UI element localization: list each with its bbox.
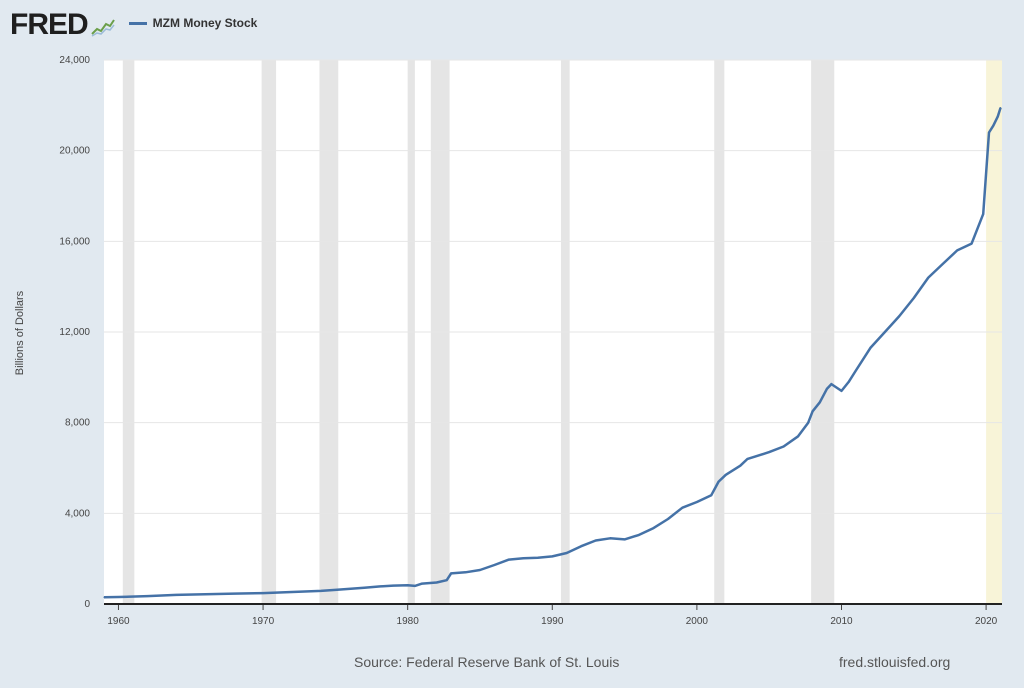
x-tick-label: 1970 <box>252 616 275 627</box>
data-point <box>855 369 857 372</box>
chart-header: FRED MZM Money Stock <box>10 8 257 42</box>
data-point <box>508 558 510 561</box>
legend-swatch <box>128 21 147 25</box>
x-tick-label: 2020 <box>975 616 998 627</box>
data-point <box>840 390 843 392</box>
data-point <box>681 507 684 509</box>
data-point <box>566 552 568 554</box>
data-point <box>898 315 900 317</box>
data-point <box>262 592 264 594</box>
data-point <box>783 445 785 448</box>
site-link[interactable]: fred.stlouisfed.org <box>839 654 951 670</box>
data-point <box>291 591 293 593</box>
data-point <box>117 596 120 598</box>
data-point <box>830 383 832 385</box>
data-point <box>807 422 809 424</box>
data-point <box>797 435 799 437</box>
y-tick-label: 16,000 <box>59 236 90 247</box>
data-point <box>435 581 438 584</box>
series-line-0[interactable] <box>103 107 1002 599</box>
data-point <box>746 458 749 460</box>
fred-logo[interactable]: FRED <box>10 8 89 41</box>
y-tick-label: 4,000 <box>65 508 90 519</box>
data-point <box>992 125 994 127</box>
data-point <box>103 596 105 598</box>
data-point <box>392 585 394 587</box>
data-point <box>378 585 380 588</box>
data-point <box>464 571 467 573</box>
fred-graph-icon <box>90 19 115 37</box>
data-point <box>363 587 365 589</box>
data-point <box>421 583 423 585</box>
data-point <box>652 527 655 529</box>
data-point <box>884 331 886 333</box>
data-point <box>717 481 720 483</box>
data-point <box>175 594 177 596</box>
data-point <box>233 592 235 595</box>
legend-label: MZM Money Stock <box>152 16 258 30</box>
legend[interactable]: MZM Money Stock <box>128 16 258 30</box>
data-point <box>146 595 148 597</box>
data-point <box>414 585 416 587</box>
data-point <box>595 539 597 542</box>
data-point <box>982 213 984 215</box>
data-point <box>997 116 999 118</box>
data-point <box>446 579 448 581</box>
x-tick-label: 1980 <box>397 616 420 627</box>
data-point <box>493 564 496 566</box>
data-point <box>927 277 929 279</box>
data-point <box>942 263 944 265</box>
source-note: Source: Federal Reserve Bank of St. Loui… <box>354 654 620 670</box>
y-tick-label: 20,000 <box>59 146 90 157</box>
data-point <box>450 572 452 575</box>
data-point <box>696 501 698 503</box>
data-point <box>811 410 814 412</box>
data-point <box>638 534 640 536</box>
data-point <box>869 347 872 349</box>
x-tick-label: 1960 <box>107 616 130 627</box>
data-point <box>913 297 915 299</box>
data-point <box>407 584 409 586</box>
x-tick-label: 2010 <box>830 616 853 627</box>
data-point <box>334 589 336 591</box>
data-point <box>479 569 481 571</box>
data-point <box>320 590 322 592</box>
data-point <box>826 388 828 390</box>
data-point <box>819 401 821 403</box>
data-point <box>623 538 626 541</box>
data-point <box>956 249 958 251</box>
data-point <box>537 557 539 559</box>
data-point <box>999 107 1002 109</box>
y-tick-label: 24,000 <box>59 55 90 66</box>
data-point <box>848 381 850 383</box>
data-point <box>988 131 990 134</box>
x-tick-label: 2000 <box>686 616 709 627</box>
data-point <box>754 456 756 458</box>
x-tick-label: 1990 <box>541 616 564 627</box>
data-point <box>971 243 973 245</box>
data-point <box>551 555 553 558</box>
data-point <box>609 537 611 539</box>
data-point <box>580 545 582 547</box>
data-point <box>667 518 669 520</box>
data-point <box>522 557 524 559</box>
data-point <box>768 451 770 453</box>
data-point <box>739 465 741 467</box>
data-point <box>710 494 712 496</box>
y-tick-label: 0 <box>84 599 90 610</box>
y-tick-label: 12,000 <box>59 327 90 338</box>
data-point <box>725 474 727 476</box>
y-tick-label: 8,000 <box>65 418 90 429</box>
data-point <box>204 593 206 595</box>
